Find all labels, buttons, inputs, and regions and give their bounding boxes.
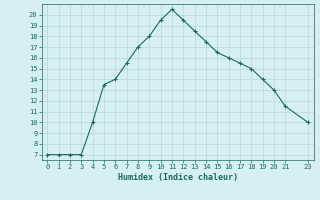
X-axis label: Humidex (Indice chaleur): Humidex (Indice chaleur) — [118, 173, 237, 182]
